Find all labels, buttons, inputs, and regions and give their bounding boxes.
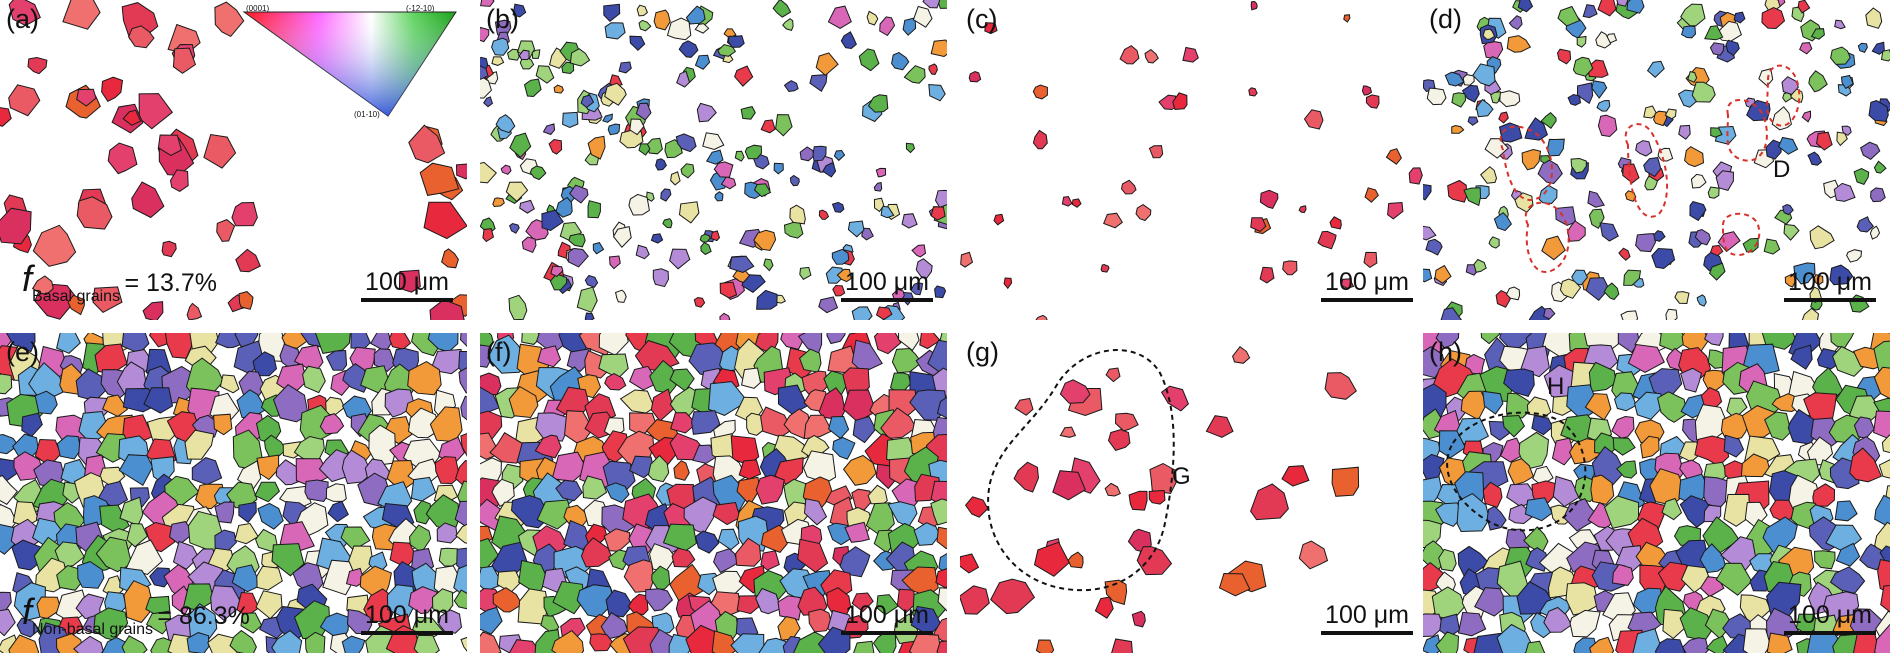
scale-line [1321, 631, 1413, 635]
panel-label: (c) [966, 4, 998, 34]
annotation-d: D [1773, 156, 1791, 183]
panel-d: (d) D 100 μm [1423, 0, 1890, 320]
fraction-symbol: f [22, 258, 33, 299]
scale-bar: 100 μm [1784, 270, 1876, 302]
scale-line [841, 631, 933, 635]
panel-label: (e) [6, 337, 39, 367]
panel-f: (f) 100 μm [480, 333, 947, 653]
scale-text: 100 μm [1788, 601, 1872, 629]
scale-text: 100 μm [845, 601, 929, 629]
grain-map-e [0, 333, 467, 653]
panel-label: (d) [1429, 4, 1462, 34]
panel-label: (b) [486, 4, 519, 34]
grain-map-f [480, 333, 947, 653]
fraction-subscript: Basal grains [32, 288, 121, 305]
ipf-label-01-10: (01-10) [354, 110, 380, 119]
grain-map-c [960, 0, 1423, 320]
scale-bar: 100 μm [1321, 603, 1413, 635]
panel-h: (h) H 100 μm [1423, 333, 1890, 653]
panel-b: (b) 100 μm [480, 0, 947, 320]
scale-bar: 100 μm [1784, 603, 1876, 635]
fraction-value: = 13.7% [124, 269, 217, 297]
panel-a: (0001) (-12-10) (01-10) (a) fBasal grain… [0, 0, 467, 320]
grain-map-a [0, 0, 467, 320]
scale-bar: 100 μm [1321, 270, 1413, 302]
panel-label: (h) [1429, 337, 1462, 367]
scale-text: 100 μm [1788, 268, 1872, 296]
basal-fraction: fBasal grains = 13.7% [22, 258, 217, 306]
non-basal-fraction: fNon-basal grains = 86.3% [22, 591, 250, 639]
panel-g: (g) G 100 μm [960, 333, 1427, 653]
scale-bar: 100 μm [361, 603, 453, 635]
panel-label: (a) [6, 4, 39, 34]
scale-text: 100 μm [1325, 268, 1409, 296]
scale-line [361, 298, 453, 302]
scale-text: 100 μm [1325, 601, 1409, 629]
scale-bar: 100 μm [841, 270, 933, 302]
panel-label: (g) [966, 337, 999, 367]
ipf-label-12-10: (-12-10) [406, 4, 435, 13]
scale-bar: 100 μm [361, 270, 453, 302]
scale-text: 100 μm [845, 268, 929, 296]
panel-e: (e) fNon-basal grains = 86.3% 100 μm [0, 333, 467, 653]
grain-map-b [480, 0, 947, 320]
scale-line [1321, 298, 1413, 302]
annotation-h: H [1547, 373, 1565, 400]
scale-line [361, 631, 453, 635]
scale-line [1784, 631, 1876, 635]
scale-line [1784, 298, 1876, 302]
panel-c: (c) 100 μm [960, 0, 1427, 320]
annotation-g: G [1172, 463, 1191, 490]
scale-bar: 100 μm [841, 603, 933, 635]
panel-label: (f) [486, 337, 512, 367]
scale-text: 100 μm [365, 601, 449, 629]
scale-text: 100 μm [365, 268, 449, 296]
fraction-value: = 86.3% [157, 602, 250, 630]
ipf-color-key: (0001) (-12-10) (01-10) [240, 4, 462, 122]
scale-line [841, 298, 933, 302]
fraction-symbol: f [22, 591, 33, 632]
fraction-subscript: Non-basal grains [32, 621, 153, 638]
ipf-label-0001: (0001) [246, 4, 270, 13]
